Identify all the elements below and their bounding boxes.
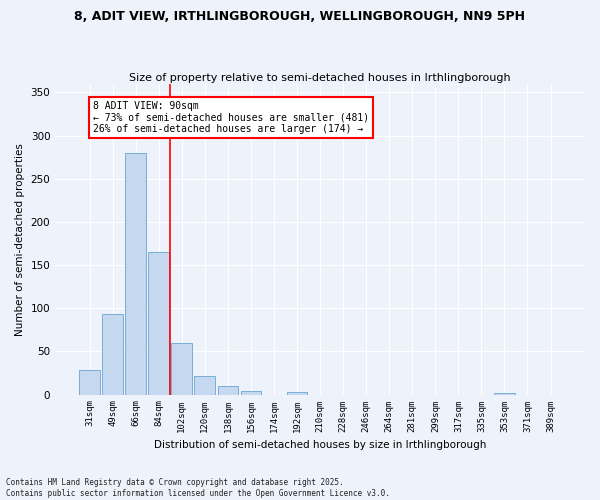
Bar	[172, 343, 192, 394]
Bar	[79, 370, 100, 394]
Bar	[494, 393, 515, 394]
Bar	[241, 391, 262, 394]
Bar	[287, 392, 307, 394]
Text: 8 ADIT VIEW: 90sqm
← 73% of semi-detached houses are smaller (481)
26% of semi-d: 8 ADIT VIEW: 90sqm ← 73% of semi-detache…	[93, 101, 369, 134]
Bar	[125, 153, 146, 394]
X-axis label: Distribution of semi-detached houses by size in Irthlingborough: Distribution of semi-detached houses by …	[154, 440, 486, 450]
Bar	[194, 376, 215, 394]
Bar	[218, 386, 238, 394]
Bar	[102, 314, 123, 394]
Bar	[148, 252, 169, 394]
Text: 8, ADIT VIEW, IRTHLINGBOROUGH, WELLINGBOROUGH, NN9 5PH: 8, ADIT VIEW, IRTHLINGBOROUGH, WELLINGBO…	[74, 10, 526, 23]
Text: Contains HM Land Registry data © Crown copyright and database right 2025.
Contai: Contains HM Land Registry data © Crown c…	[6, 478, 390, 498]
Y-axis label: Number of semi-detached properties: Number of semi-detached properties	[15, 142, 25, 336]
Title: Size of property relative to semi-detached houses in Irthlingborough: Size of property relative to semi-detach…	[129, 73, 511, 83]
